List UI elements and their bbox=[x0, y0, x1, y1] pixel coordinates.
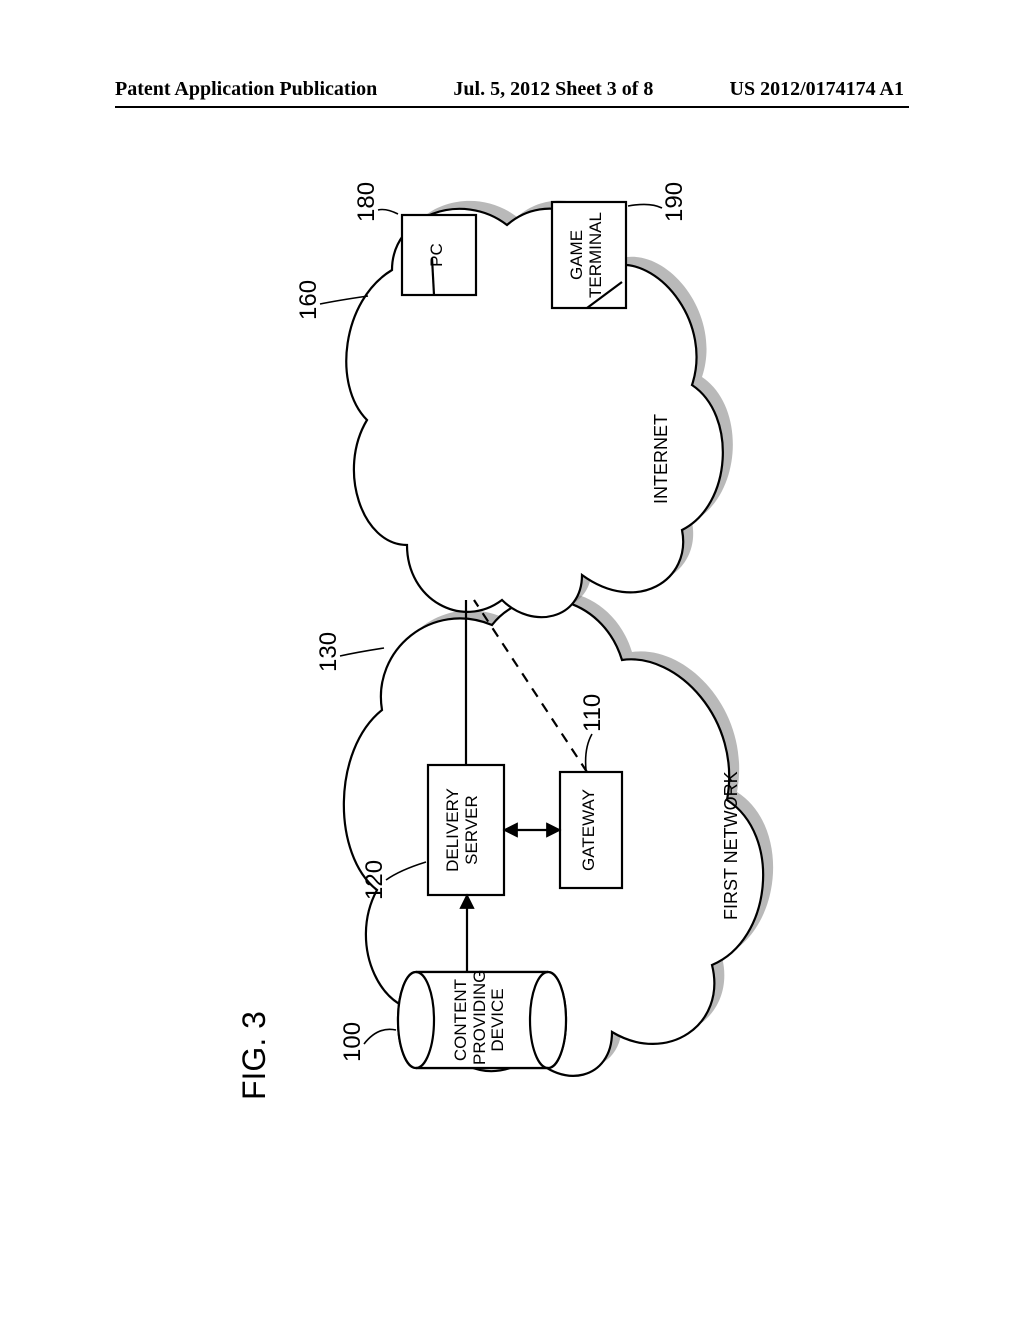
ds-line-0: DELIVERY bbox=[444, 770, 463, 890]
ds-line-1: SERVER bbox=[463, 770, 482, 890]
ref-110: 110 bbox=[580, 694, 606, 732]
game-terminal-label: GAME TERMINAL bbox=[568, 205, 605, 305]
first-network-label: FIRST NETWORK bbox=[722, 771, 742, 920]
cyl-line-2: DEVICE bbox=[489, 975, 508, 1065]
internet-label: INTERNET bbox=[652, 414, 672, 504]
gt-line-0: GAME bbox=[568, 205, 587, 305]
pc-label: PC bbox=[428, 218, 447, 292]
header-left: Patent Application Publication bbox=[115, 78, 377, 101]
cyl-line-0: CONTENT bbox=[452, 975, 471, 1065]
ref-190: 190 bbox=[662, 182, 688, 222]
diagram-svg bbox=[182, 200, 842, 1120]
figure-title: FIG. 3 bbox=[237, 1011, 272, 1100]
gw-line-0: GATEWAY bbox=[580, 778, 599, 882]
gt-line-1: TERMINAL bbox=[587, 205, 606, 305]
header-rule bbox=[115, 106, 909, 108]
content-providing-device-label: CONTENT PROVIDING DEVICE bbox=[452, 975, 508, 1065]
page-header: Patent Application Publication Jul. 5, 2… bbox=[0, 78, 1024, 101]
figure-canvas: FIG. 3 CONTENT PROVIDING DEVICE DELIVERY… bbox=[182, 200, 842, 1120]
header-center: Jul. 5, 2012 Sheet 3 of 8 bbox=[453, 78, 653, 101]
ref-120: 120 bbox=[362, 860, 388, 900]
ref-180: 180 bbox=[354, 182, 380, 222]
ref-130: 130 bbox=[316, 632, 342, 672]
header-right: US 2012/0174174 A1 bbox=[730, 78, 904, 101]
leader-190 bbox=[628, 204, 662, 208]
pc-line-0: PC bbox=[428, 218, 447, 292]
gateway-label: GATEWAY bbox=[580, 778, 599, 882]
cyl-line-1: PROVIDING bbox=[471, 975, 490, 1065]
ref-160: 160 bbox=[296, 280, 322, 320]
ref-100: 100 bbox=[340, 1022, 366, 1062]
leader-180 bbox=[378, 210, 398, 215]
leader-130 bbox=[340, 648, 384, 656]
leader-100 bbox=[364, 1029, 396, 1044]
delivery-server-label: DELIVERY SERVER bbox=[444, 770, 481, 890]
